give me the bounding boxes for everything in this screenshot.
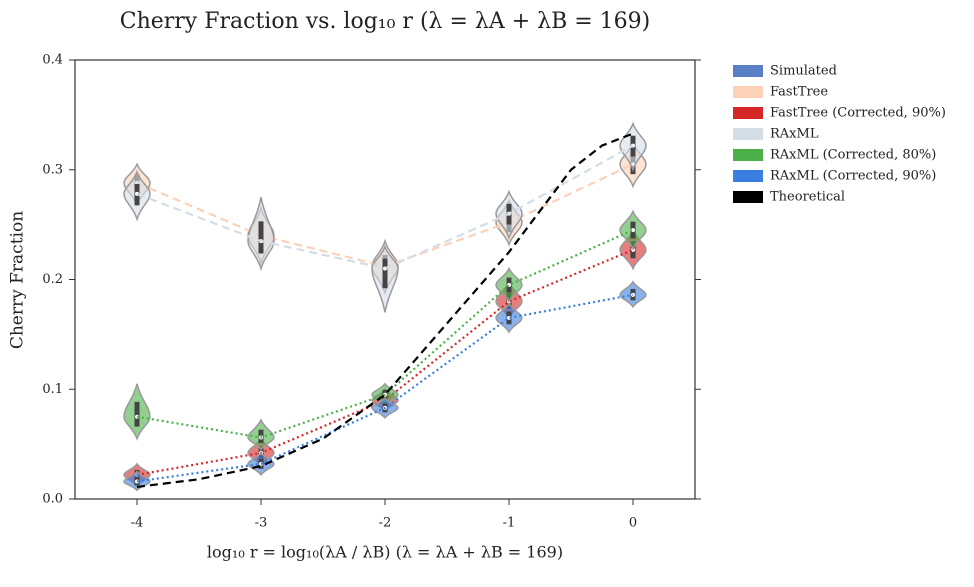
y-tick-label: 0.3 (42, 162, 63, 177)
series-line (136, 132, 634, 489)
legend-label: FastTree (Corrected, 90%) (770, 106, 946, 121)
x-axis-label: log₁₀ r = log₁₀(λA / λB) (λ = λA + λB = … (207, 543, 563, 562)
violin-box (258, 221, 264, 254)
legend-swatch (733, 170, 763, 182)
y-tick-label: 0.0 (42, 492, 63, 507)
y-tick-label: 0.1 (42, 382, 63, 397)
legend-label: RAxML (770, 127, 819, 142)
chart-title: Cherry Fraction vs. log₁₀ r (λ = λA + λB… (120, 9, 651, 34)
legend-label: FastTree (770, 85, 828, 100)
legend-label: RAxML (Corrected, 90%) (770, 169, 936, 184)
violin-box (382, 258, 388, 289)
legend-label: RAxML (Corrected, 80%) (770, 148, 936, 163)
x-tick-label: 0 (629, 516, 637, 531)
legend-label: Theoretical (770, 190, 845, 205)
legend-swatch (733, 191, 763, 203)
x-tick-label: -1 (503, 516, 516, 531)
x-tick-label: -2 (379, 516, 392, 531)
series-line (136, 144, 634, 270)
legend-swatch (733, 107, 763, 119)
legend-label: Simulated (770, 64, 837, 79)
series-line (136, 229, 634, 439)
legend-swatch (733, 128, 763, 140)
x-tick-label: -4 (131, 516, 144, 531)
legend-swatch (733, 86, 763, 98)
y-axis-label: Cherry Fraction (8, 211, 28, 349)
y-tick-label: 0.4 (42, 53, 63, 68)
legend-swatch (733, 149, 763, 161)
violin-box (134, 401, 140, 427)
legend-swatch (733, 65, 763, 77)
series-line (136, 293, 634, 483)
y-tick-label: 0.2 (42, 272, 63, 287)
x-tick-label: -3 (255, 516, 268, 531)
